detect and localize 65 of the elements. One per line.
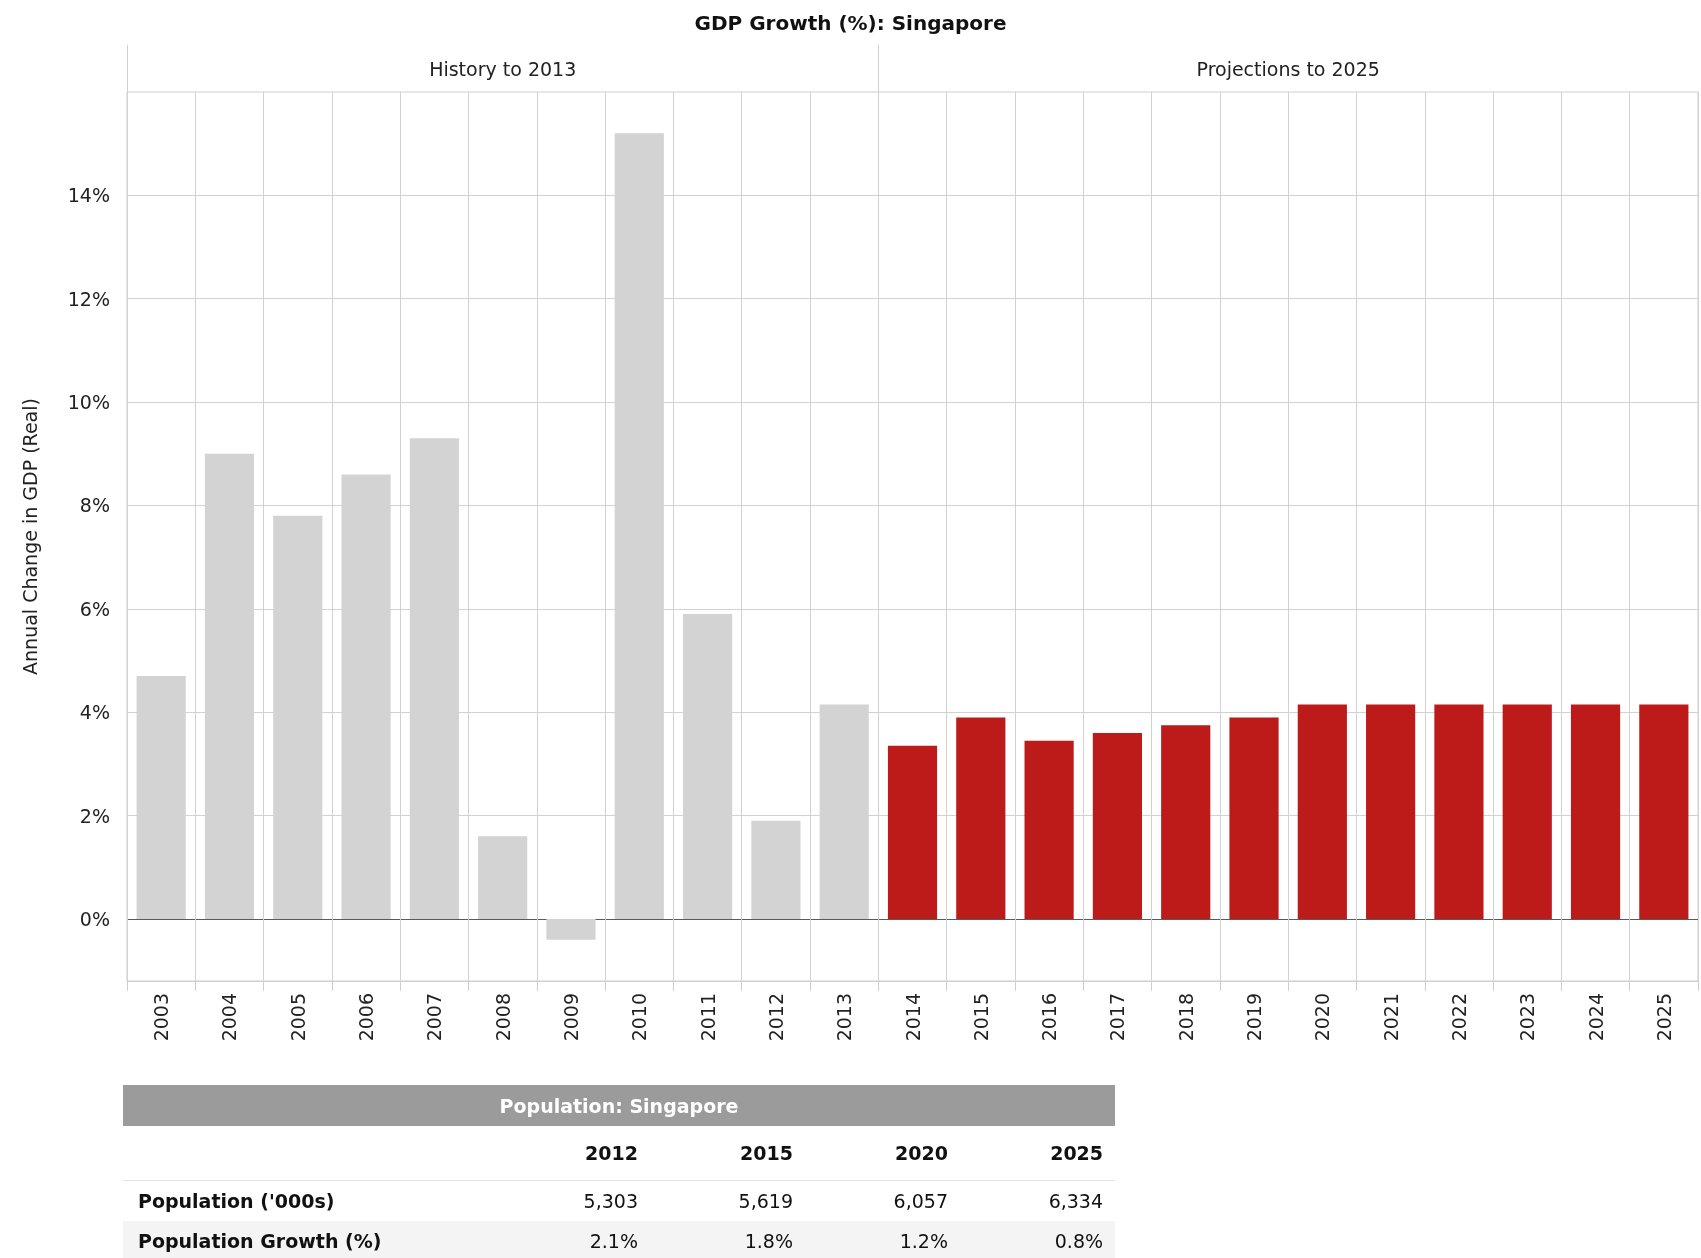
x-tick-label: 2006 xyxy=(355,993,378,1042)
x-tick-label: 2022 xyxy=(1447,993,1470,1042)
y-tick-label: 12% xyxy=(67,287,110,310)
y-axis-title: Annual Change in GDP (Real) xyxy=(18,398,41,675)
bar xyxy=(1639,704,1689,919)
x-tick-label: 2021 xyxy=(1379,993,1402,1042)
bar xyxy=(1297,704,1347,919)
data-label: 5,303 xyxy=(582,1189,639,1214)
y-tick-label: 6% xyxy=(79,597,110,620)
x-tick-label: 2009 xyxy=(559,993,582,1042)
data-label: 6,334 xyxy=(1047,1189,1105,1214)
text: Population: Singapore xyxy=(123,1085,1116,1126)
x-tick-label: 2005 xyxy=(286,993,309,1042)
data-label: 1.2% xyxy=(898,1229,949,1254)
x-tick-label: 2008 xyxy=(491,993,514,1042)
y-tick-label: 2% xyxy=(79,804,110,827)
x-tick-label: 2024 xyxy=(1584,993,1607,1042)
bar xyxy=(1570,704,1621,919)
x-tick-label: 2023 xyxy=(1516,993,1539,1042)
y-tick-label: 0% xyxy=(79,907,110,930)
y-tick-label: 10% xyxy=(67,391,110,414)
category-label: 2020 xyxy=(805,1126,960,1181)
x-tick-label: 2017 xyxy=(1106,993,1129,1042)
x-tick-label: 2019 xyxy=(1243,993,1266,1042)
data-label: 6,057 xyxy=(892,1189,949,1214)
text: Projections to 2025 xyxy=(1196,58,1380,80)
bar xyxy=(1366,704,1416,919)
x-tick-label: 2014 xyxy=(901,993,924,1042)
data-label: 5,619 xyxy=(737,1189,794,1214)
x-tick-label: 2018 xyxy=(1174,993,1197,1042)
x-tick-label: 2025 xyxy=(1652,993,1675,1042)
bar xyxy=(956,717,1006,919)
x-tick-label: 2016 xyxy=(1038,993,1061,1042)
data-label: 1.8% xyxy=(743,1229,794,1254)
bar xyxy=(1092,732,1142,919)
bar xyxy=(1229,717,1279,919)
x-tick-label: 2003 xyxy=(150,993,173,1042)
y-tick-label: 8% xyxy=(79,494,110,517)
data-label: 2.1% xyxy=(588,1229,639,1254)
x-tick-label: 2011 xyxy=(696,993,719,1042)
text: History to 2013 xyxy=(429,58,577,80)
category-label: 2015 xyxy=(650,1126,805,1181)
x-tick-label: 2013 xyxy=(833,993,856,1042)
bar xyxy=(1024,740,1074,919)
bar xyxy=(1434,704,1484,919)
x-tick-label: 2004 xyxy=(218,993,241,1042)
category-label: 2025 xyxy=(960,1126,1116,1181)
bar xyxy=(478,836,528,919)
x-tick-label: 2007 xyxy=(423,993,446,1042)
x-tick-label: 2020 xyxy=(1311,993,1334,1042)
text: Population ('000s) xyxy=(137,1189,336,1214)
y-tick-label: 14% xyxy=(67,184,110,207)
chart-title: GDP Growth (%): Singapore xyxy=(694,11,1007,35)
bar xyxy=(1161,725,1211,919)
bar xyxy=(751,820,801,919)
x-tick-label: 2012 xyxy=(764,993,787,1042)
bar xyxy=(546,918,596,940)
series-label: Population Growth (%) xyxy=(137,1229,383,1254)
x-tick-label: 2010 xyxy=(628,993,651,1042)
bar xyxy=(887,745,938,919)
x-tick-label: 2015 xyxy=(969,993,992,1042)
bar xyxy=(1502,704,1552,919)
category-label: 2012 xyxy=(495,1126,650,1181)
y-tick-label: 4% xyxy=(79,701,110,724)
data-label: 0.8% xyxy=(1053,1229,1105,1254)
